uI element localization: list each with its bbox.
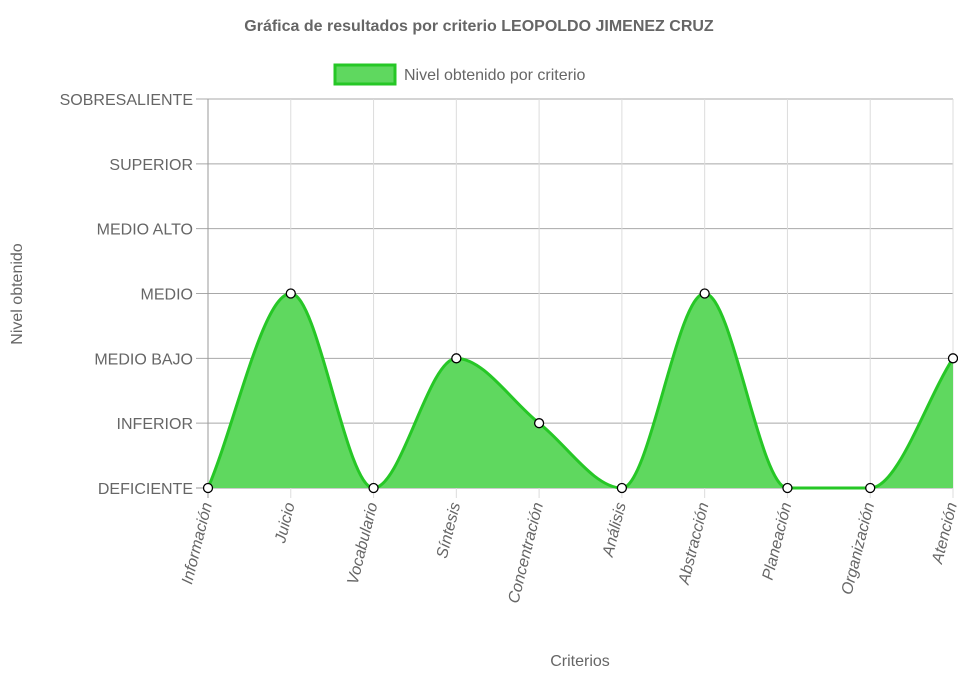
y-tick-label: DEFICIENTE [98, 481, 193, 498]
x-tick-label: Análisis [600, 501, 630, 560]
x-tick-label: Información [179, 501, 216, 586]
x-axis-ticks: Información Juicio Vocabulario Síntesis Conc… [179, 501, 958, 605]
y-tick-label: MEDIO ALTO [97, 222, 193, 239]
legend-swatch [333, 63, 397, 86]
data-point[interactable] [285, 288, 296, 299]
y-tick-label: SOBRESALIENTE [60, 92, 193, 109]
data-point[interactable] [533, 418, 545, 429]
x-tick-label: Organización [839, 501, 878, 597]
y-tick-label: MEDIO BAJO [94, 351, 193, 368]
x-axis-title: Criterios [550, 653, 610, 670]
legend-label: Nivel obtenido por criterio [404, 67, 586, 84]
series-area-fill [208, 293, 953, 488]
data-point[interactable] [368, 482, 379, 494]
x-tick-label: Vocabulario [345, 501, 382, 587]
data-points [202, 288, 958, 494]
y-axis-title: Nivel obtenido [9, 243, 26, 345]
x-tick-label: Atención [929, 501, 958, 567]
x-tick-label: Síntesis [434, 501, 464, 560]
y-tick-label: SUPERIOR [109, 157, 193, 174]
data-point[interactable] [202, 482, 214, 494]
x-tick-label: Abstracción [676, 501, 713, 587]
y-axis-ticks: DEFICIENTE INFERIOR MEDIO BAJO MEDIO MEDIO A… [60, 92, 193, 498]
data-point[interactable] [947, 353, 958, 364]
legend[interactable]: Nivel obtenido por criterio [333, 63, 586, 86]
y-tick-label: INFERIOR [117, 416, 193, 433]
data-area [206, 291, 955, 490]
data-point[interactable] [865, 482, 876, 494]
data-point[interactable] [782, 482, 793, 494]
y-tick-label: MEDIO [141, 287, 193, 304]
x-tick-label: Planeación [760, 501, 796, 582]
x-tick-label: Juicio [272, 501, 299, 546]
x-tick-label: Concentración [506, 501, 547, 605]
series-line [206, 291, 955, 490]
data-point[interactable] [699, 288, 710, 299]
data-point[interactable] [616, 482, 628, 494]
chart-title: Gráfica de resultados por criterio LEOPO… [244, 18, 714, 35]
data-point[interactable] [451, 353, 462, 364]
